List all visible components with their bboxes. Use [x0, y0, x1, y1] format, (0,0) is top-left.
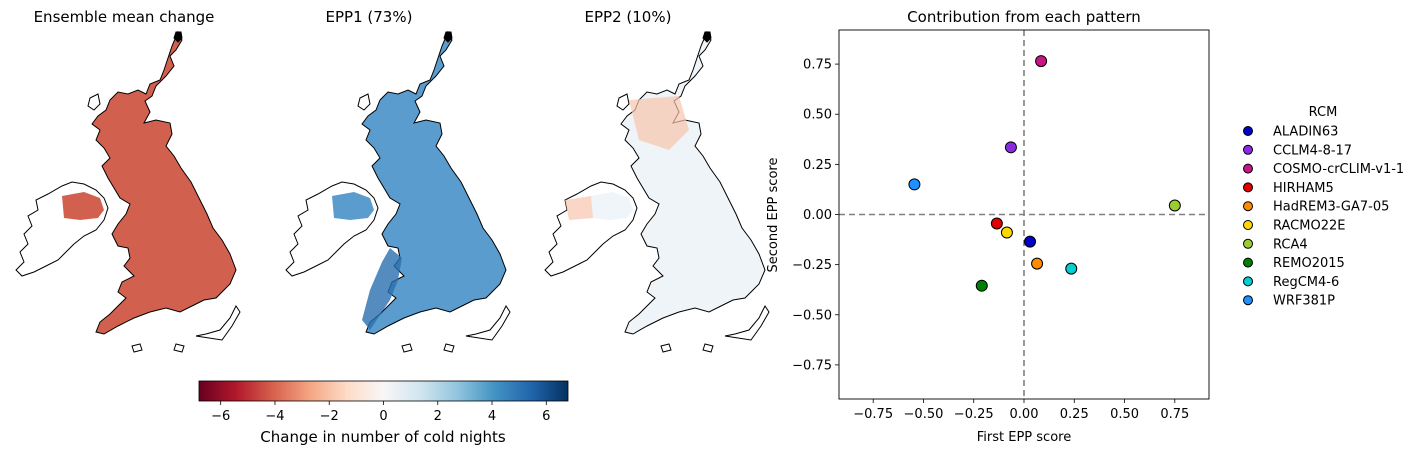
map-outline-great-britain	[91, 30, 237, 335]
legend-marker	[1243, 220, 1253, 230]
x-tick-label: 0.50	[1110, 407, 1139, 422]
scatter-point-wrf381p	[908, 178, 921, 191]
map-ensemble-mean	[15, 30, 241, 353]
y-axis-ticks: −0.75 −0.50 −0.25 0.00 0.25 0.50 0.75	[792, 58, 839, 373]
map-outline-island	[702, 343, 714, 353]
map-outline-island	[443, 343, 455, 353]
legend-items: ALADIN63 CCLM4-8-17 COSMO-crCLIM-v1-1 HIRHA…	[1243, 125, 1404, 309]
scatter-point-hirham5	[990, 217, 1003, 230]
map-outline-island	[724, 305, 770, 341]
colorbar-tick-label: 2	[434, 409, 442, 424]
legend-label: REMO2015	[1273, 256, 1345, 271]
reference-lines	[839, 30, 1209, 399]
legend-label: HadREM3-GA7-05	[1273, 200, 1389, 215]
colorbar-label: Change in number of cold nights	[260, 428, 506, 446]
colorbar-tick-label: 4	[488, 409, 496, 424]
y-tick-label: 0.00	[803, 208, 832, 223]
legend-label: RCA4	[1273, 237, 1308, 252]
colorbar-tick-label: −4	[265, 409, 284, 424]
legend-marker	[1243, 163, 1253, 174]
legend-label: RACMO22E	[1273, 219, 1345, 234]
map-shade-ni	[565, 196, 593, 220]
legend-marker	[1243, 257, 1253, 268]
scatter-point-racmo22e	[1000, 226, 1013, 239]
map-fill-northern-ireland	[62, 192, 104, 220]
legend-label: ALADIN63	[1273, 125, 1338, 140]
scatter-point-hadrem3-ga7-05	[1031, 257, 1044, 270]
colorbar: −6 −4 −2 0 2 4 6 Change in number of cold nigh…	[198, 380, 569, 446]
legend-title: RCM	[1309, 105, 1338, 120]
map-outline-island	[131, 343, 143, 353]
x-tick-label: −0.50	[904, 407, 944, 422]
map-fill-northern-ireland	[591, 192, 633, 220]
x-tick-label: 0.00	[1010, 407, 1039, 422]
map-outline-island	[195, 305, 241, 341]
legend-marker	[1243, 144, 1253, 155]
map-outline-island	[443, 31, 453, 43]
map-epp1	[285, 30, 511, 353]
scatter-point-regcm4-6	[1065, 262, 1078, 275]
y-tick-label: −0.75	[792, 358, 832, 373]
colorbar-ticks: −6 −4 −2 0 2 4 6	[211, 401, 550, 424]
scatter-panel: Contribution from each pattern −0.75 −0.5…	[766, 8, 1404, 445]
scatter-points	[908, 55, 1181, 292]
legend-marker	[1243, 201, 1253, 212]
legend-label: WRF381P	[1273, 294, 1335, 309]
map-title-epp1: EPP1 (73%)	[326, 8, 413, 26]
y-tick-label: 0.50	[803, 108, 832, 123]
x-axis-label: First EPP score	[977, 430, 1071, 445]
map-outline-island	[401, 343, 413, 353]
legend-marker	[1243, 238, 1253, 249]
map-outline-island	[173, 343, 185, 353]
map-shade-scotland	[629, 96, 689, 150]
x-tick-label: 0.75	[1160, 407, 1189, 422]
legend-label: CCLM4-8-17	[1273, 143, 1352, 158]
map-outline-island	[702, 31, 712, 43]
map-fill-northern-ireland	[332, 192, 374, 220]
y-tick-label: 0.75	[803, 58, 832, 73]
map-outline-island	[616, 93, 630, 111]
legend-marker	[1243, 295, 1253, 306]
y-axis-label: Second EPP score	[766, 158, 781, 273]
map-outline-island	[465, 305, 511, 341]
map-outline-great-britain	[620, 30, 766, 335]
map-epp2	[544, 30, 770, 353]
x-tick-label: −0.75	[853, 407, 893, 422]
scatter-point-aladin63	[1024, 235, 1037, 248]
x-tick-label: 0.25	[1060, 407, 1089, 422]
y-tick-label: −0.50	[792, 308, 832, 323]
maps-panel: Ensemble mean change EPP1 (73%) EPP2 (10…	[15, 8, 770, 446]
y-tick-label: 0.25	[803, 158, 832, 173]
map-outline-island	[173, 31, 183, 43]
scatter-point-cclm4-8-17	[1004, 141, 1017, 154]
x-tick-label: −0.25	[954, 407, 994, 422]
scatter-title: Contribution from each pattern	[907, 8, 1141, 26]
legend: RCM ALADIN63 CCLM4-8-17 COSMO-crCLIM-v1-1 H…	[1243, 105, 1404, 309]
legend-label: RegCM4-6	[1273, 275, 1339, 290]
map-title-epp2: EPP2 (10%)	[585, 8, 672, 26]
map-title-ensemble-mean: Ensemble mean change	[34, 8, 215, 26]
colorbar-tick-label: −2	[320, 409, 339, 424]
colorbar-tick-label: −6	[211, 409, 230, 424]
map-outline-island	[87, 93, 101, 111]
x-axis-ticks: −0.75 −0.50 −0.25 0.00 0.25 0.50 0.75	[853, 399, 1189, 422]
colorbar-gradient	[198, 380, 569, 402]
legend-label: HIRHAM5	[1273, 181, 1334, 196]
scatter-point-cosmo-crclim-v1-1	[1035, 55, 1048, 68]
scatter-point-remo2015	[975, 279, 988, 292]
legend-marker	[1243, 126, 1253, 136]
legend-label: COSMO-crCLIM-v1-1	[1273, 162, 1404, 177]
map-shade-west	[362, 248, 402, 330]
scatter-point-rca4	[1168, 199, 1181, 212]
legend-marker	[1243, 276, 1253, 287]
colorbar-tick-label: 0	[379, 409, 387, 424]
map-outline-island	[357, 93, 371, 111]
colorbar-tick-label: 6	[542, 409, 550, 424]
y-tick-label: −0.25	[792, 258, 832, 273]
legend-marker	[1243, 182, 1253, 193]
map-outline-island	[660, 343, 672, 353]
